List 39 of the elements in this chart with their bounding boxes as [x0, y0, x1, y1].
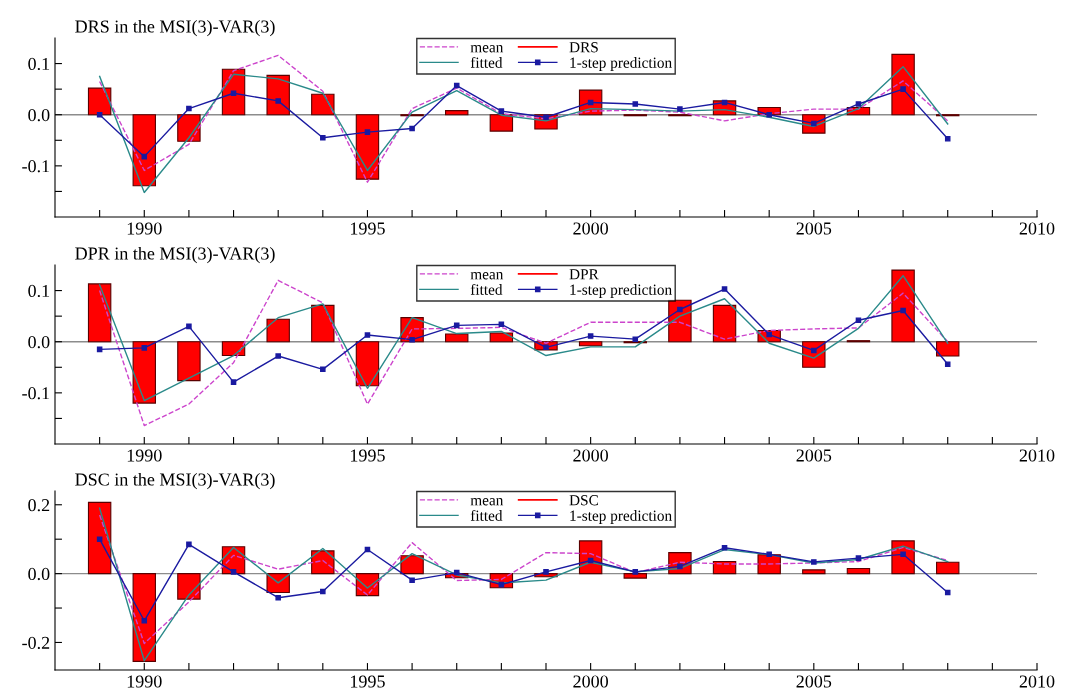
legend-label: DSC [569, 495, 598, 506]
x-tick-label: 2005 [796, 449, 832, 462]
x-tick-label: 1990 [127, 675, 162, 688]
x-tick-label: 1990 [127, 449, 162, 462]
legend-label: fitted [470, 509, 503, 521]
x-tick-label: 2005 [796, 222, 832, 235]
x-tick-label: 1995 [350, 222, 385, 235]
chart-title: DPR in the MSI(3)-VAR(3) [75, 246, 275, 264]
y-tick-label: -0.1 [22, 160, 50, 173]
y-tick-label: 0.0 [28, 335, 50, 349]
x-tick-label: 2010 [1019, 222, 1055, 235]
x-tick-label: 2010 [1019, 449, 1055, 462]
legend-label: DPR [569, 269, 599, 280]
x-tick-label: 2000 [573, 675, 608, 688]
y-tick-label: -0.2 [22, 636, 50, 649]
y-tick-label: 0.0 [28, 108, 50, 122]
legend-label: 1-step prediction [570, 57, 672, 71]
x-tick-label: 2005 [796, 675, 832, 688]
legend-label: 1-step prediction [570, 510, 672, 524]
legend-label: fitted [470, 283, 503, 295]
x-tick-label: 2000 [573, 222, 608, 235]
x-tick-label: 2000 [573, 449, 608, 462]
y-tick-label: 0.2 [28, 499, 50, 512]
legend-label: mean [470, 45, 504, 53]
y-tick-label: -0.1 [22, 387, 50, 400]
x-tick-label: 2010 [1019, 675, 1055, 688]
legend-label: fitted [470, 56, 503, 68]
x-tick-label: 1995 [350, 675, 385, 688]
legend-label: DRS [569, 42, 598, 53]
x-tick-label: 1990 [127, 222, 162, 235]
chart-title: DRS in the MSI(3)-VAR(3) [75, 19, 275, 37]
legend-label: 1-step prediction [570, 284, 672, 298]
legend-label: mean [470, 272, 504, 280]
legend-label: mean [470, 498, 504, 506]
chart-title: DSC in the MSI(3)-VAR(3) [75, 472, 275, 490]
y-tick-label: 0.1 [28, 284, 50, 298]
y-tick-label: 0.0 [28, 567, 50, 581]
x-tick-label: 1995 [350, 449, 385, 462]
y-tick-label: 0.1 [28, 57, 50, 71]
